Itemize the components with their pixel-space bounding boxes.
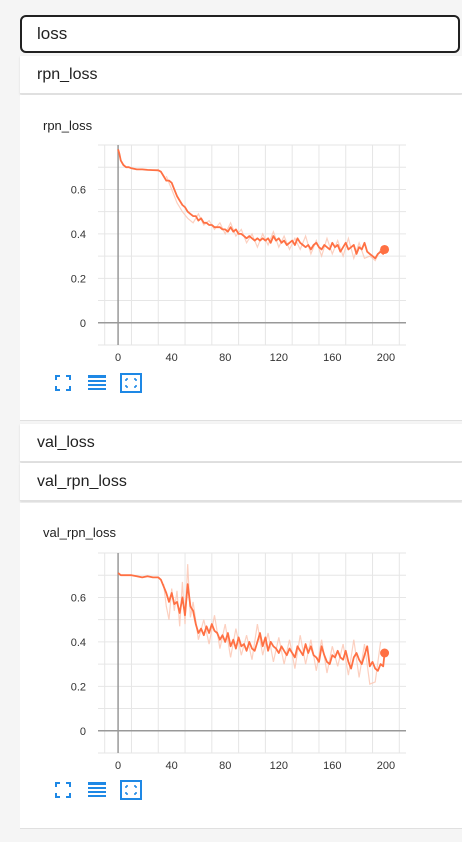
x-tick-label: 160 [323, 352, 341, 364]
data-table-icon[interactable] [86, 372, 108, 394]
x-tick-label: 0 [115, 760, 121, 772]
fullscreen-icon[interactable] [52, 372, 74, 394]
last-point-marker [380, 244, 390, 254]
x-tick-label: 0 [115, 352, 121, 364]
x-tick-label: 40 [166, 760, 178, 772]
x-tick-label: 80 [219, 352, 231, 364]
chart-card-val-rpn-loss: val_rpn_loss 0 40 80 120 160 200 0 0.2 0.4 0.6 [20, 503, 462, 829]
x-tick-label: 40 [166, 352, 178, 364]
y-tick-label: 0.4 [71, 637, 86, 649]
x-tick-label: 200 [377, 352, 395, 364]
x-tick-label: 120 [270, 760, 288, 772]
fullscreen-icon[interactable] [52, 779, 74, 801]
y-tick-label: 0.6 [71, 184, 86, 196]
y-tick-label: 0 [80, 318, 86, 330]
x-tick-label: 80 [219, 760, 231, 772]
x-tick-label: 200 [377, 760, 395, 772]
y-tick-label: 0.2 [71, 273, 86, 285]
last-point-marker [380, 648, 390, 658]
group-header-val-loss[interactable]: val_loss [20, 424, 462, 462]
data-table-icon[interactable] [86, 779, 108, 801]
x-tick-label: 120 [270, 352, 288, 364]
y-tick-label: 0.4 [71, 229, 86, 241]
line-chart[interactable]: 0 40 80 120 160 200 0 0.2 0.4 0.6 [20, 95, 462, 365]
chart-card-rpn-loss: rpn_loss 0 40 80 120 160 200 0 0.2 0.4 0.6 [20, 95, 462, 421]
x-tick-label: 160 [323, 760, 341, 772]
y-tick-label: 0.6 [71, 592, 86, 604]
line-chart[interactable]: 0 40 80 120 160 200 0 0.2 0.4 0.6 [20, 503, 462, 773]
fit-domain-icon[interactable] [120, 779, 142, 801]
chart-title: val_rpn_loss [43, 525, 116, 540]
y-tick-label: 0 [80, 726, 86, 738]
search-input[interactable] [20, 15, 460, 53]
chart-title: rpn_loss [43, 118, 93, 133]
y-tick-label: 0.2 [71, 681, 86, 693]
smoothed-series-line [117, 572, 386, 672]
fit-domain-icon[interactable] [120, 372, 142, 394]
group-header-val-rpn-loss[interactable]: val_rpn_loss [20, 463, 462, 501]
group-header-rpn-loss[interactable]: rpn_loss [20, 56, 462, 94]
smoothed-series-line [117, 149, 386, 260]
